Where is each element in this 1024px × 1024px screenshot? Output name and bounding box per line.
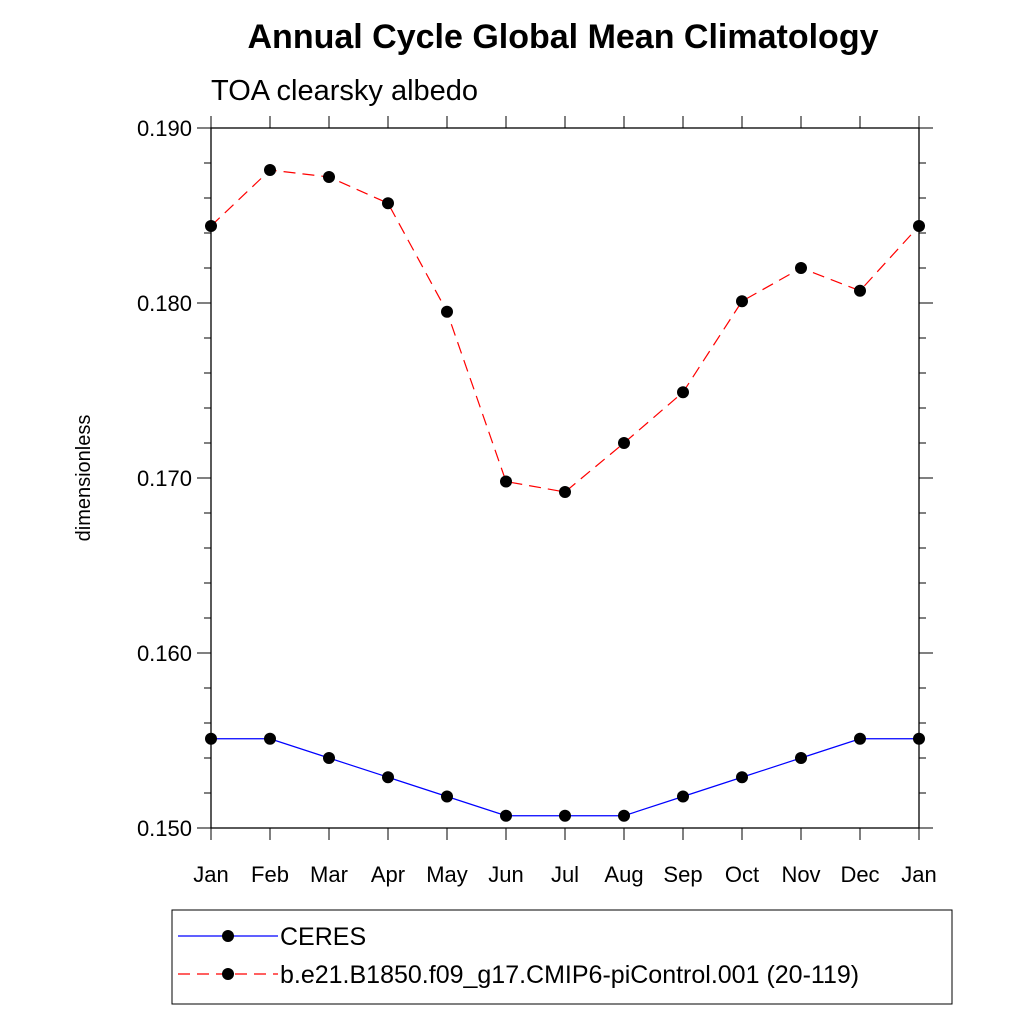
x-tick-labels: Jan Feb Mar Apr May Jun Jul Aug Sep Oct Nov Dec Jan (193, 862, 936, 887)
data-point (677, 790, 689, 803)
data-point (795, 262, 807, 274)
data-point (205, 220, 217, 232)
data-point (854, 284, 866, 297)
data-point (441, 305, 453, 318)
data-point (559, 486, 571, 498)
x-tick-label: Apr (371, 862, 405, 887)
x-tick-label: Sep (663, 862, 702, 887)
x-tick-label: May (426, 862, 468, 887)
data-point (913, 732, 925, 745)
y-tick-label: 0.180 (137, 291, 192, 316)
data-point (264, 164, 276, 176)
legend-label: b.e21.B1850.f09_g17.CMIP6-piControl.001 … (280, 961, 859, 989)
y-tick-label: 0.150 (137, 816, 192, 841)
data-point (382, 197, 394, 210)
data-point (618, 809, 630, 822)
data-point (913, 220, 925, 232)
x-tick-label: Oct (725, 862, 759, 887)
chart-title: Annual Cycle Global Mean Climatology (248, 18, 879, 56)
x-tick-label: Jul (551, 862, 579, 887)
x-tick-label: Dec (840, 862, 879, 887)
x-tick-label: Feb (251, 862, 289, 887)
data-point (618, 437, 630, 449)
data-point (854, 732, 866, 745)
y-axis-label: dimensionless (73, 415, 95, 542)
data-point (500, 475, 512, 488)
x-tick-label: Nov (781, 862, 820, 887)
x-tick-label: Mar (310, 862, 348, 887)
data-point (795, 752, 807, 764)
x-tick-label: Aug (604, 862, 643, 887)
legend-box (171, 909, 953, 1005)
data-point (736, 295, 748, 308)
legend-label: CERES (280, 923, 366, 951)
plot-frame (210, 127, 920, 829)
series-line (210, 169, 920, 493)
legend: CERES b.e21.B1850.f09_g17.CMIP6-piControl… (171, 909, 953, 1005)
y-tick-label: 0.170 (137, 466, 192, 491)
x-tick-label: Jun (488, 862, 523, 887)
data-point (323, 171, 335, 183)
data-series (205, 164, 925, 822)
chart-subtitle: TOA clearsky albedo (211, 75, 478, 107)
data-point (677, 386, 689, 399)
data-point (205, 732, 217, 745)
data-point (441, 790, 453, 803)
x-tick-label: Jan (193, 862, 228, 887)
axis-ticks (197, 116, 933, 840)
y-tick-labels: 0.150 0.160 0.170 0.180 0.190 (137, 116, 192, 841)
series-line (211, 738, 919, 817)
data-point (500, 809, 512, 822)
data-point (323, 752, 335, 764)
x-tick-label: Jan (901, 862, 936, 887)
y-tick-label: 0.160 (137, 641, 192, 666)
data-point (736, 771, 748, 784)
legend-marker (222, 930, 234, 942)
data-point (559, 809, 571, 822)
legend-marker (222, 968, 234, 980)
y-tick-label: 0.190 (137, 116, 192, 141)
data-point (264, 732, 276, 745)
data-point (382, 771, 394, 784)
